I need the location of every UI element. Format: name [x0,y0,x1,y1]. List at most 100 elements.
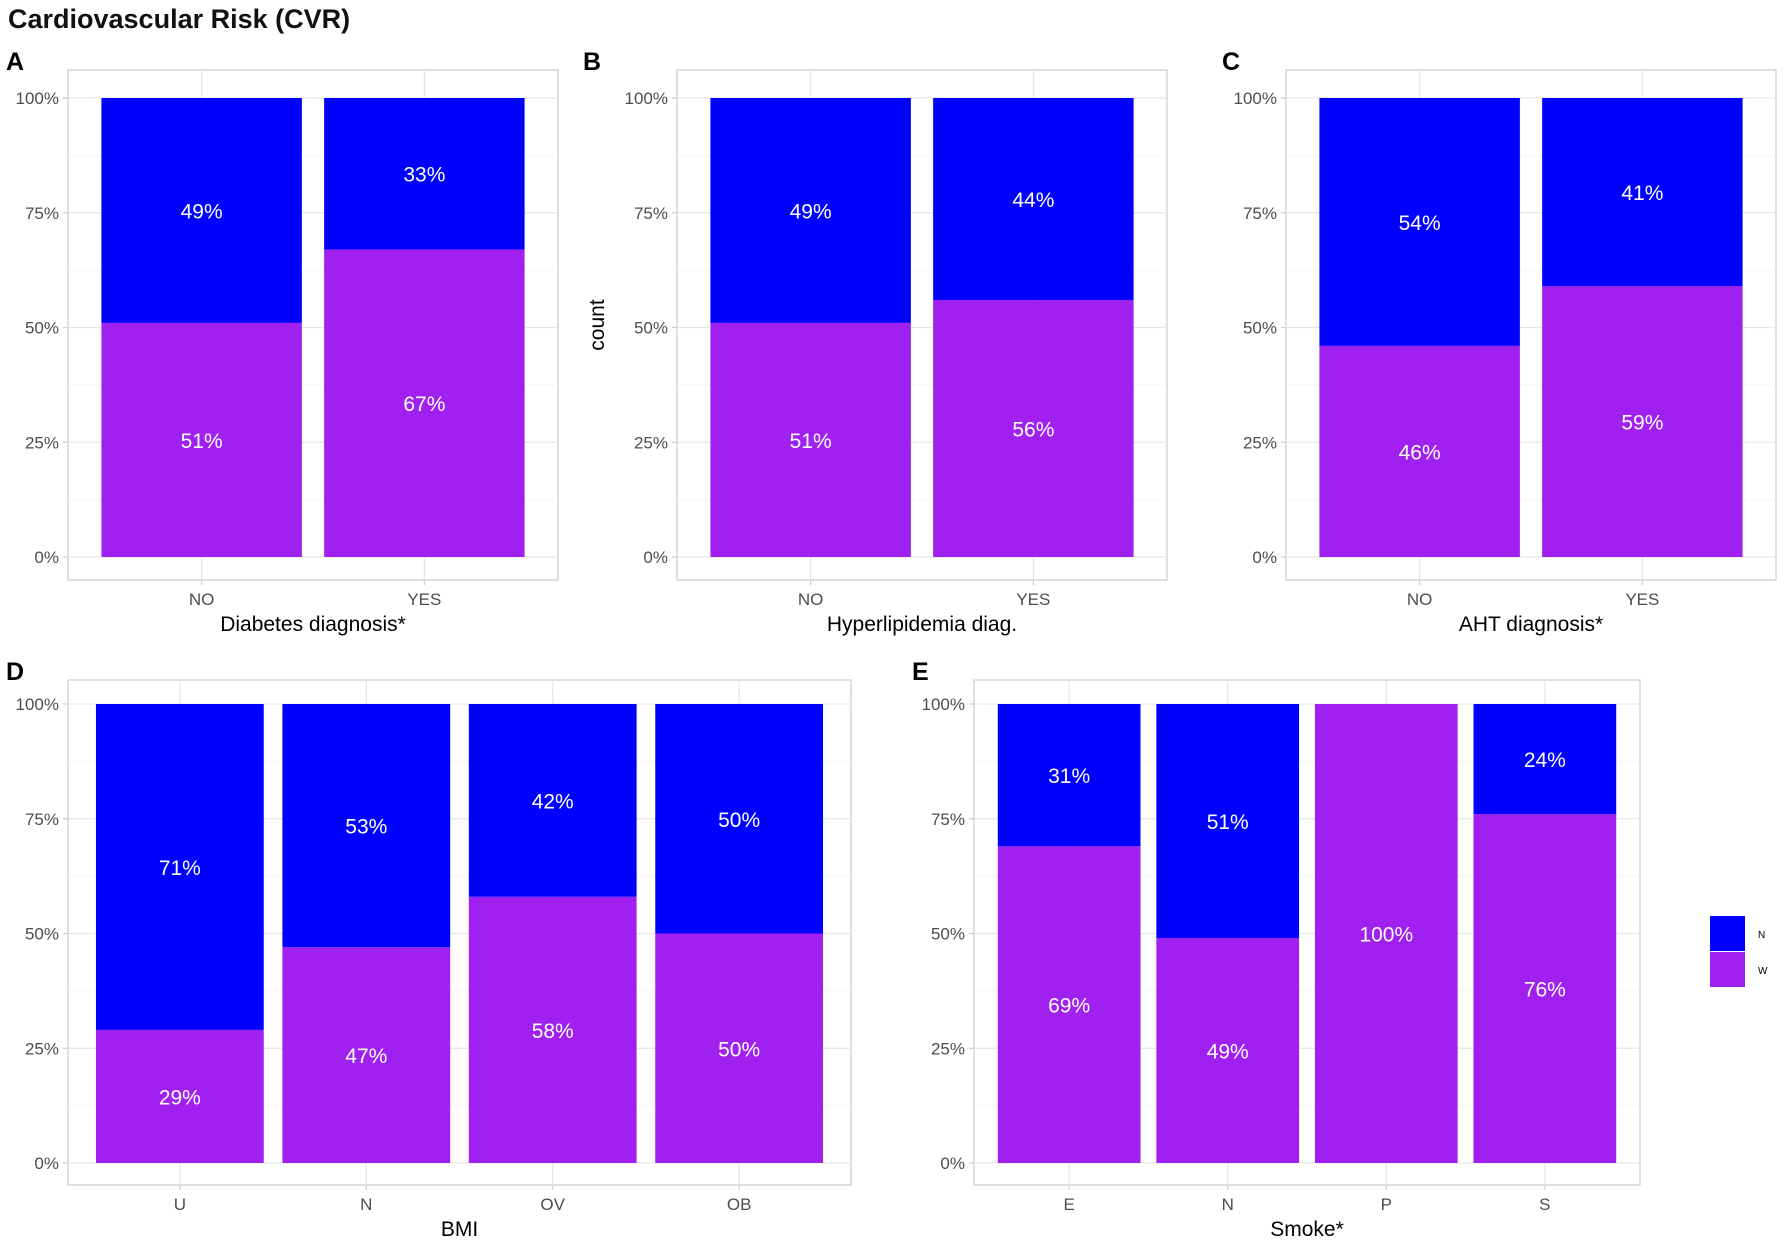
y-tick-label: 25% [634,433,668,452]
data-label-w: 49% [1207,1041,1249,1064]
x-tick-label: P [1381,1195,1392,1214]
x-axis-title: Hyperlipidemia diag. [827,613,1017,636]
y-tick-label: 75% [25,810,59,829]
data-label-n: 71% [159,857,201,880]
y-tick-label: 75% [931,810,965,829]
bar-w-p [1314,704,1458,1163]
bar-w-no [101,322,302,557]
y-tick-label: 75% [25,204,59,223]
legend-label-n: N [1758,930,1765,941]
bar-w-ov [468,896,637,1163]
data-label-n: 44% [1012,189,1054,212]
y-tick-label: 50% [931,925,965,944]
y-tick-label: 75% [634,204,668,223]
bar-n-yes [933,98,1134,300]
legend-label-w: W [1758,966,1768,977]
x-axis-title: Smoke* [1270,1218,1344,1241]
data-label-n: 41% [1621,182,1663,205]
x-tick-label: OV [540,1195,565,1214]
bar-n-ov [468,704,637,897]
y-tick-label: 100% [625,89,668,108]
x-tick-label: U [174,1195,186,1214]
panel-letter: C [1222,48,1240,76]
panel-border [676,69,1168,581]
data-label-w: 58% [532,1020,574,1043]
x-tick-label: NO [189,590,215,609]
bar-n-n [1156,704,1300,939]
x-tick-label: E [1063,1195,1074,1214]
y-tick-label: 25% [25,433,59,452]
y-tick-label: 25% [1243,433,1277,452]
x-tick-label: N [1222,1195,1234,1214]
y-tick-label: 25% [25,1039,59,1058]
x-axis-title: BMI [441,1218,478,1241]
data-label-w: 67% [403,393,445,416]
x-tick-label: YES [1625,590,1659,609]
x-tick-label: S [1539,1195,1550,1214]
bar-n-yes [324,98,525,250]
x-tick-label: NO [1407,590,1433,609]
panel-d: D 0% 25% 50% 75% 100% 29% 71% U 47% 53% N 58% 42% OV 50… [6,658,852,1241]
bar-n-no [1319,98,1520,346]
bar-n-ob [655,704,824,934]
bar-w-s [1473,814,1617,1163]
panel-letter: D [6,658,24,686]
panel-b: B 0% 25% 50% 75% 100% 51% 49% NO 56% 44% YES Hyperli… [583,48,1168,636]
panel-e: E 0% 25% 50% 75% 100% 69% 31% E 49% 51% N 100% P 76% 24… [912,658,1641,1241]
y-tick-label: 50% [25,925,59,944]
bar-n-no [101,98,302,323]
y-tick-label: 75% [1243,204,1277,223]
data-label-w: 29% [159,1086,201,1109]
data-label-n: 51% [1207,811,1249,834]
bar-w-yes [1542,286,1743,557]
x-tick-label: OB [727,1195,752,1214]
legend-key-n [1710,916,1745,951]
y-tick-label: 100% [922,695,965,714]
panel-letter: B [583,48,601,76]
figure-title: Cardiovascular Risk (CVR) [8,4,351,34]
data-label-w: 51% [790,430,832,453]
y-tick-label: 0% [34,1154,59,1173]
panel-letter: A [6,48,24,76]
panel-letter: E [912,658,929,686]
bar-w-n [1156,938,1300,1163]
y-tick-label: 100% [1234,89,1277,108]
legend-key-w [1710,952,1745,987]
y-tick-label: 0% [34,548,59,567]
bar-n-s [1473,704,1617,815]
x-axis-title: Diabetes diagnosis* [220,613,406,636]
bar-n-yes [1542,98,1743,287]
y-tick-label: 50% [634,319,668,338]
data-label-w: 47% [345,1045,387,1068]
data-label-w: 56% [1012,418,1054,441]
data-label-w: 51% [181,430,223,453]
panel-c: C 0% 25% 50% 75% 100% 46% 54% NO 59% 41% YES AHT dia… [1222,48,1777,636]
bar-w-no [1319,345,1520,557]
bar-w-ob [655,933,824,1163]
y-tick-label: 0% [940,1154,965,1173]
x-tick-label: YES [407,590,441,609]
data-label-w: 59% [1621,412,1663,435]
data-label-w: 100% [1359,924,1413,947]
bar-w-u [95,1029,264,1163]
data-label-n: 49% [181,200,223,223]
bar-w-yes [933,299,1134,557]
data-label-w: 50% [718,1038,760,1061]
bar-n-e [997,704,1141,847]
data-label-n: 33% [403,164,445,187]
data-label-w: 69% [1048,995,1090,1018]
bar-w-yes [324,249,525,557]
panel-border [67,679,852,1186]
data-label-n: 50% [718,809,760,832]
panel-border [973,679,1641,1186]
data-label-w: 76% [1524,979,1566,1002]
y-tick-label: 100% [16,695,59,714]
bar-w-n [282,947,451,1163]
y-tick-label: 25% [931,1039,965,1058]
panel-border [1285,69,1777,581]
data-label-w: 46% [1399,441,1441,464]
bar-w-no [710,322,911,557]
data-label-n: 31% [1048,765,1090,788]
bar-n-n [282,704,451,948]
